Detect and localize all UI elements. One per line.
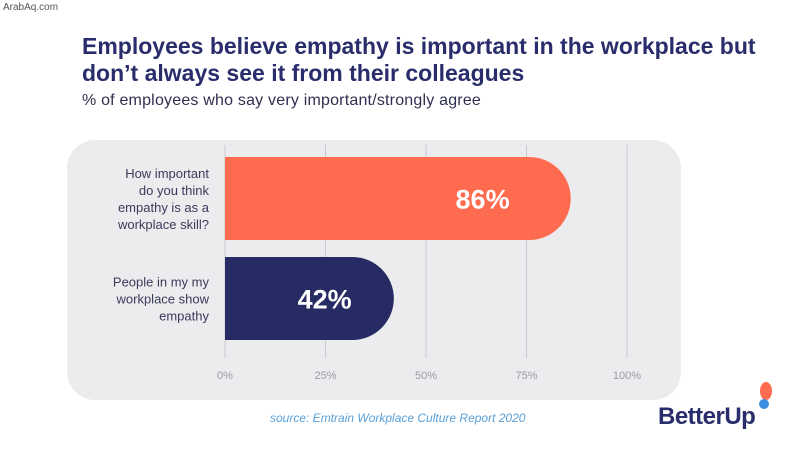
category-label: People in my my workplace show empathy — [113, 275, 210, 324]
category-label: How important do you think empathy is as a… — [117, 166, 210, 232]
x-tick-label: 0% — [217, 370, 233, 382]
bar — [225, 257, 394, 340]
x-tick-label: 100% — [613, 370, 641, 382]
data-label: 42% — [298, 285, 352, 315]
betterup-logo: BetterUp — [658, 382, 772, 431]
data-label: 86% — [456, 185, 510, 215]
source-note: source: Emtrain Workplace Culture Report… — [270, 411, 526, 425]
logo-mark-icon — [759, 382, 772, 409]
x-tick-label: 75% — [515, 370, 537, 382]
logo-text: BetterUp — [658, 403, 756, 430]
chart-subtitle: % of employees who say very important/st… — [82, 92, 482, 109]
bar — [225, 157, 571, 240]
x-tick-label: 25% — [314, 370, 336, 382]
chart-title: Employees believe empathy is important i… — [82, 33, 756, 86]
x-tick-label: 50% — [415, 370, 437, 382]
watermark: ArabAq.com — [3, 2, 59, 13]
